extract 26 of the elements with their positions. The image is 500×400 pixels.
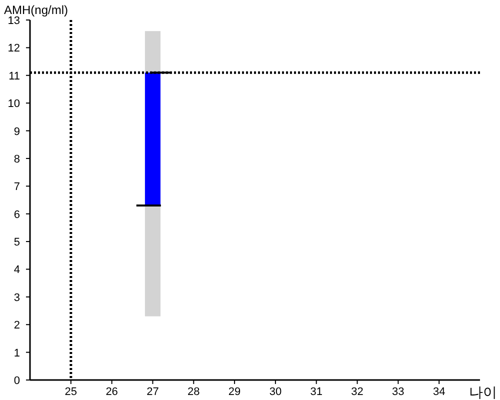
y-tick-label: 6 [14, 208, 20, 221]
y-tick-label: 7 [14, 181, 20, 194]
y-tick-label: 12 [8, 42, 20, 55]
y-tick-label: 2 [14, 320, 20, 332]
x-tick-label: 26 [106, 386, 118, 398]
y-tick-label: 10 [8, 98, 20, 110]
x-tick-label: 30 [269, 386, 282, 398]
x-tick-label: 32 [351, 386, 364, 398]
y-tick-label: 1 [14, 347, 20, 360]
x-tick-label: 27 [146, 386, 159, 398]
y-tick-label: 3 [14, 292, 20, 304]
y-tick-label: 8 [14, 153, 20, 166]
x-tick-label: 31 [310, 386, 322, 398]
y-tick-label: 13 [8, 15, 20, 27]
x-tick-label: 34 [432, 386, 446, 398]
x-axis-title: 나이 [469, 384, 497, 400]
y-tick-label: 5 [14, 236, 20, 249]
x-tick-label: 33 [392, 386, 404, 398]
y-tick-label: 11 [8, 70, 20, 82]
y-tick-label: 4 [14, 264, 20, 276]
x-tick-label: 28 [188, 386, 200, 398]
y-axis-title: AMH(ng/ml) [4, 3, 68, 17]
x-tick-label: 25 [64, 386, 78, 398]
y-tick-label: 9 [14, 126, 20, 138]
x-tick-label: 29 [228, 386, 241, 398]
y-tick-label: 0 [14, 375, 20, 387]
